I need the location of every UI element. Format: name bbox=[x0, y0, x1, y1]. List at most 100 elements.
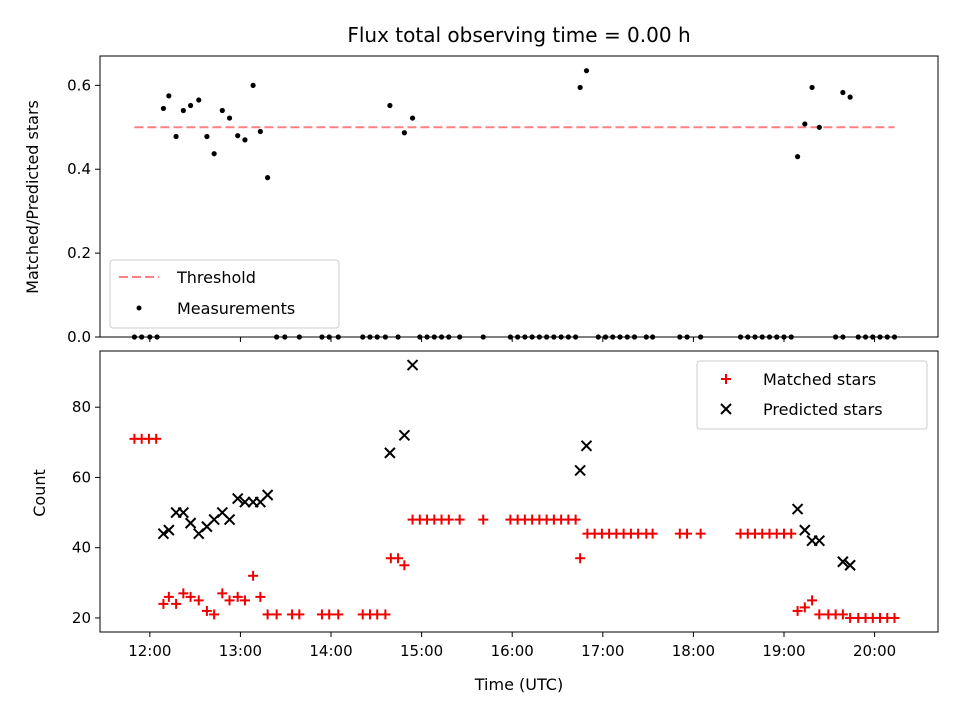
top-legend: Threshold Measurements bbox=[109, 259, 340, 329]
measurement-point bbox=[187, 102, 194, 109]
top-panel: 0.0 0.2 0.4 0.6 Matched/Predicted stars Thr… bbox=[23, 55, 939, 346]
bottom-ytick-label: 20 bbox=[72, 609, 91, 627]
matched-star-point bbox=[380, 609, 391, 620]
matched-star-point bbox=[682, 528, 693, 539]
bottom-x-axis: 12:00 13:00 14:00 15:00 16:00 17:00 18:00 19:00… bbox=[128, 632, 896, 660]
bottom-y-axis: 20 40 60 80 bbox=[72, 398, 100, 627]
bottom-ytick-label: 60 bbox=[72, 468, 91, 486]
measurement-point bbox=[196, 97, 202, 103]
matched-star-point bbox=[799, 602, 810, 613]
matched-star-point bbox=[171, 598, 182, 609]
matched-star-point bbox=[443, 514, 454, 525]
measurement-point bbox=[816, 124, 822, 130]
matched-star-point bbox=[454, 514, 465, 525]
matched-star-point bbox=[271, 609, 282, 620]
matched-star-point bbox=[185, 591, 196, 602]
matched-star-point bbox=[807, 595, 818, 606]
matched-star-point bbox=[248, 570, 259, 581]
bottom-xtick-label: 19:00 bbox=[762, 642, 805, 660]
legend-predicted-label: Predicted stars bbox=[763, 400, 883, 419]
predicted-star-point bbox=[177, 506, 190, 519]
matched-star-point bbox=[217, 588, 228, 599]
top-ytick-label: 0.2 bbox=[67, 244, 91, 262]
top-y-axis: 0.0 0.2 0.4 0.6 bbox=[67, 76, 100, 346]
matched-star-point bbox=[178, 588, 189, 599]
measurement-point bbox=[265, 175, 271, 181]
predicted-star-point bbox=[223, 513, 236, 526]
predicted-star-point bbox=[791, 503, 804, 515]
measurement-point bbox=[242, 137, 248, 143]
predicted-star-point bbox=[184, 517, 197, 529]
matched-star-point bbox=[837, 609, 848, 620]
legend-matched-marker bbox=[721, 374, 731, 384]
bottom-xtick-label: 12:00 bbox=[128, 642, 171, 660]
matched-star-point bbox=[333, 609, 344, 620]
measurement-point bbox=[219, 107, 225, 114]
bottom-xtick-label: 18:00 bbox=[672, 642, 715, 660]
legend-threshold-label: Threshold bbox=[176, 268, 256, 287]
bottom-xtick-label: 14:00 bbox=[309, 642, 352, 660]
measurement-point bbox=[840, 89, 846, 96]
matched-star-point bbox=[478, 514, 489, 525]
measurement-point bbox=[802, 121, 808, 127]
predicted-star-point bbox=[844, 559, 856, 571]
top-ytick-label: 0.4 bbox=[67, 160, 91, 178]
measurement-point bbox=[409, 115, 416, 121]
bottom-axes-frame bbox=[99, 350, 939, 633]
legend-matched-label: Matched stars bbox=[763, 370, 876, 389]
matched-star-point bbox=[163, 591, 174, 602]
predicted-star-point bbox=[406, 359, 419, 371]
matched-star-point bbox=[294, 609, 305, 620]
bottom-xtick-label: 17:00 bbox=[581, 642, 624, 660]
matched-star-point bbox=[393, 553, 404, 564]
measurement-point bbox=[250, 82, 256, 88]
predicted-star-point bbox=[580, 440, 593, 452]
top-ytick-label: 0.0 bbox=[67, 328, 91, 346]
bottom-xtick-label: 15:00 bbox=[400, 642, 443, 660]
measurement-point bbox=[257, 128, 263, 135]
matched-star-point bbox=[158, 598, 169, 609]
measurement-point bbox=[166, 93, 172, 99]
predicted-star-point bbox=[574, 464, 586, 477]
top-legend-frame bbox=[109, 259, 340, 329]
bottom-legend-frame bbox=[696, 360, 928, 430]
matched-star-point bbox=[570, 514, 581, 525]
legend-matched-swatch bbox=[721, 374, 731, 384]
matched-star-point bbox=[232, 591, 243, 602]
predicted-star-point bbox=[239, 496, 251, 508]
matched-star-point bbox=[209, 609, 220, 620]
measurement-point bbox=[847, 94, 853, 100]
bottom-ytick-label: 80 bbox=[72, 398, 91, 416]
bottom-xtick-label: 16:00 bbox=[491, 642, 534, 660]
bottom-ytick-label: 40 bbox=[72, 539, 91, 557]
measurement-point bbox=[235, 133, 241, 139]
top-plot-area bbox=[131, 68, 898, 340]
matched-star-point bbox=[399, 560, 410, 571]
matched-star-point bbox=[814, 609, 825, 620]
predicted-star-point bbox=[799, 524, 811, 536]
matched-star-point bbox=[255, 591, 266, 602]
matched-star-point bbox=[786, 528, 797, 539]
matched-star-point bbox=[792, 605, 803, 616]
predicted-star-point bbox=[157, 527, 170, 540]
predicted-star-point bbox=[837, 556, 849, 568]
predicted-star-point bbox=[384, 447, 396, 459]
measurement-point bbox=[583, 68, 590, 74]
matched-star-point bbox=[262, 609, 273, 620]
bottom-xtick-label: 13:00 bbox=[219, 642, 262, 660]
legend-predicted-swatch bbox=[720, 403, 732, 415]
measurement-point bbox=[809, 84, 815, 91]
matched-star-point bbox=[224, 595, 235, 606]
bottom-y-axis-label: Count bbox=[30, 469, 49, 517]
matched-star-point bbox=[239, 595, 250, 606]
matched-star-point bbox=[695, 528, 706, 539]
top-y-axis-label: Matched/Predicted stars bbox=[23, 100, 42, 294]
matched-star-point bbox=[575, 553, 586, 564]
matched-star-point bbox=[151, 433, 162, 444]
top-axes-frame bbox=[99, 55, 939, 338]
measurement-point bbox=[160, 105, 167, 112]
matched-star-point bbox=[193, 595, 204, 606]
legend-measurements-label: Measurements bbox=[177, 299, 295, 318]
